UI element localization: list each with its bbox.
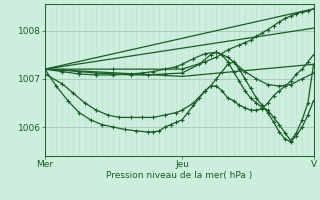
X-axis label: Pression niveau de la mer( hPa ): Pression niveau de la mer( hPa ) <box>106 171 252 180</box>
